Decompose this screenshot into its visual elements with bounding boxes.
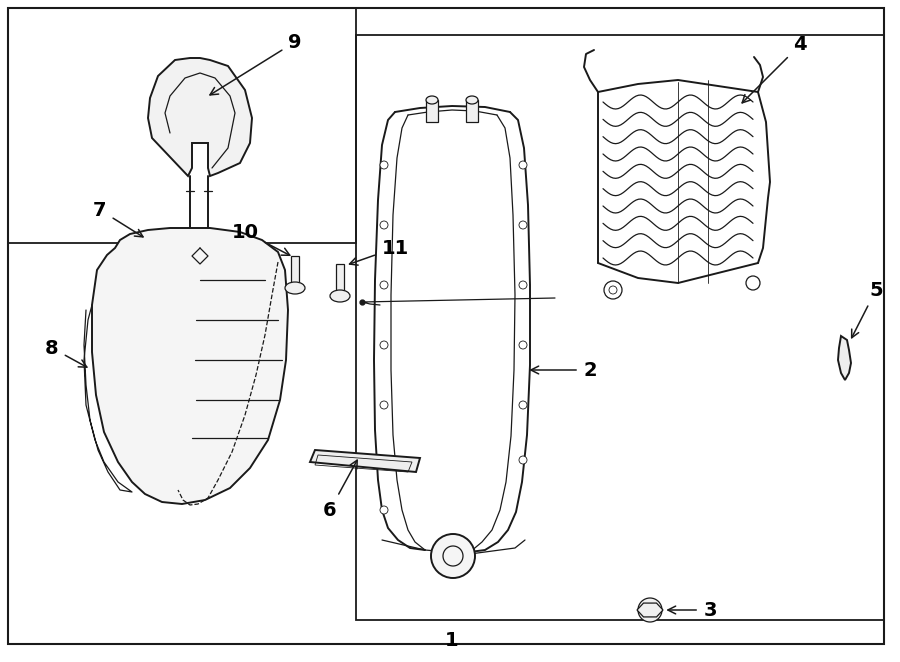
Polygon shape	[148, 58, 252, 176]
Text: 2: 2	[531, 361, 597, 379]
Text: 11: 11	[349, 238, 409, 265]
Ellipse shape	[426, 96, 438, 104]
Circle shape	[638, 598, 662, 622]
Circle shape	[644, 604, 656, 616]
Circle shape	[519, 161, 527, 169]
Text: 6: 6	[323, 460, 357, 520]
Polygon shape	[838, 336, 851, 380]
Circle shape	[519, 401, 527, 409]
Text: 7: 7	[94, 201, 143, 237]
Circle shape	[380, 281, 388, 289]
Ellipse shape	[330, 290, 350, 302]
Text: 4: 4	[742, 36, 806, 103]
Bar	[356, 35, 884, 620]
Text: 10: 10	[231, 222, 290, 256]
Circle shape	[380, 161, 388, 169]
Circle shape	[380, 401, 388, 409]
Circle shape	[380, 341, 388, 349]
Circle shape	[380, 506, 388, 514]
Circle shape	[519, 456, 527, 464]
Circle shape	[431, 534, 475, 578]
Text: 5: 5	[851, 281, 883, 338]
Ellipse shape	[285, 282, 305, 294]
Circle shape	[519, 341, 527, 349]
Polygon shape	[92, 228, 288, 504]
Circle shape	[746, 276, 760, 290]
Text: 8: 8	[45, 338, 87, 367]
Bar	[8, 8, 356, 243]
Polygon shape	[310, 450, 420, 472]
Polygon shape	[336, 264, 344, 296]
Polygon shape	[466, 100, 478, 122]
Circle shape	[380, 456, 388, 464]
Text: 9: 9	[210, 32, 302, 95]
Polygon shape	[426, 100, 438, 122]
Text: 3: 3	[668, 600, 716, 620]
Circle shape	[609, 286, 617, 294]
Circle shape	[380, 221, 388, 229]
Polygon shape	[637, 603, 663, 617]
Text: 1: 1	[446, 630, 459, 649]
Circle shape	[519, 221, 527, 229]
Ellipse shape	[466, 96, 478, 104]
Circle shape	[443, 546, 463, 566]
Polygon shape	[291, 256, 299, 288]
Circle shape	[519, 281, 527, 289]
Circle shape	[604, 281, 622, 299]
